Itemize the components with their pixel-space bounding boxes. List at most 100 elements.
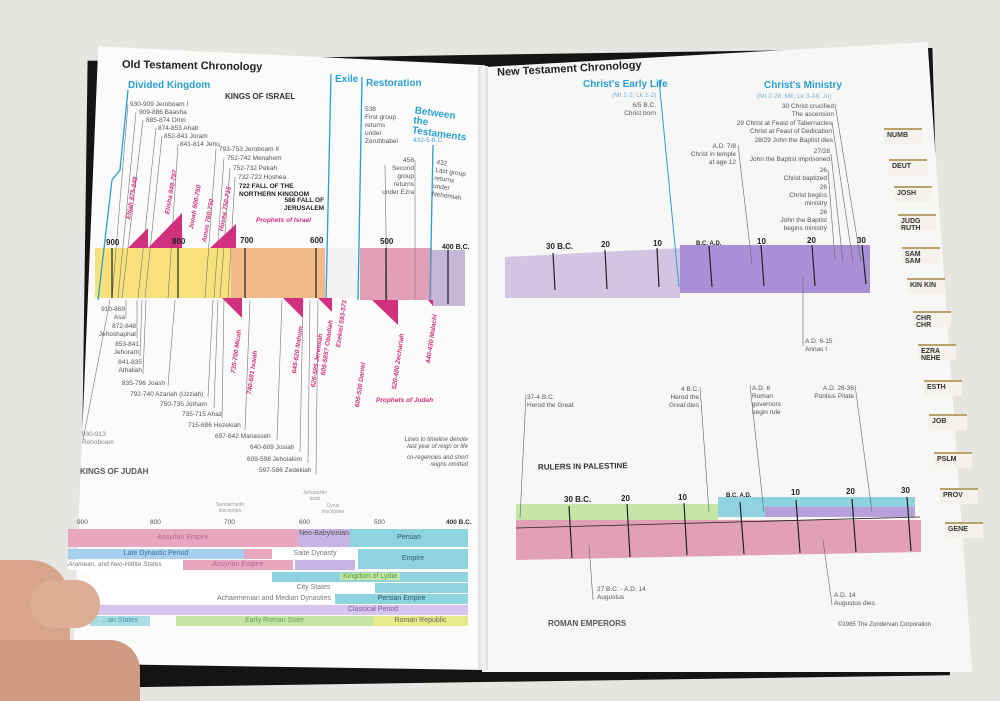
judah-king: 609-598 Jehoiakim — [247, 456, 302, 463]
era-heading-exile: Exile — [335, 74, 359, 85]
event-date: 4 B.C. — [680, 386, 699, 393]
note-line: Lines to timeline denote — [404, 437, 468, 443]
thumb-tab[interactable]: GENE — [945, 522, 983, 538]
fall-north-line: 722 FALL OF THE — [239, 183, 294, 190]
tick-label: 800 — [172, 237, 186, 246]
fall-of-jerusalem-label: 586 FALL OF JERUSALEM — [284, 197, 324, 213]
israel-king: 909-886 Baasha — [139, 109, 187, 116]
tick-label: 30 B.C. — [546, 242, 574, 251]
event-text: Roman — [752, 393, 773, 400]
thumb-tab[interactable]: CHR CHR — [913, 311, 951, 329]
thumb-tab[interactable]: KIN KIN — [907, 278, 945, 294]
between-testaments-dates: 432-5 B.C. — [413, 137, 445, 144]
row-persian: Persian — [350, 529, 468, 547]
tick-label: 800 — [150, 519, 161, 526]
event-text: Augustus dies — [834, 600, 875, 607]
era-heading-early-life: Christ's Early Life — [583, 79, 668, 90]
event-text: at age 12 — [708, 159, 736, 166]
event-text: 29 Christ at Feast of Tabernacles — [736, 120, 832, 127]
restoration-event: 538 First group returns under Zerubbabel — [365, 106, 398, 146]
event-text: Great dies — [669, 402, 699, 409]
event-date: 26 — [819, 209, 827, 216]
event-text: Pontius Pilate — [814, 393, 854, 400]
era-heading-divided-kingdom: Divided Kingdom — [128, 80, 211, 91]
kings-of-israel-heading: KINGS OF ISRAEL — [225, 92, 296, 101]
thumb-tab[interactable]: ESTH — [924, 380, 962, 396]
restoration-event: 458 Second group returns under Ezra — [380, 157, 414, 197]
reign-dates: 930-913 — [82, 431, 106, 438]
tick-label: 400 B.C. — [442, 244, 470, 251]
row-city-states: City States — [92, 583, 375, 593]
king-name: Asa — [113, 314, 125, 321]
judah-king: 750-735 Jotham — [160, 401, 207, 408]
row-kingdom-of-lydia: Kingdom of Lydia — [272, 572, 468, 582]
annotation: Cyrus inscription — [321, 503, 345, 515]
judah-king: 640-609 Josiah — [250, 444, 295, 451]
emperor-augustus: 27 B.C. - A.D. 14 Augustus — [597, 586, 646, 602]
tick-label: 500 — [380, 237, 394, 246]
event-text: Christ begins — [789, 192, 827, 199]
exile-band — [325, 248, 360, 298]
king-name: Jehoram — [113, 349, 139, 356]
judah-alone-band — [231, 248, 325, 298]
event-baptist-imprisoned: 27/28 John the Baptist imprisoned — [740, 148, 830, 164]
event-line: Second — [391, 165, 414, 172]
row-late-dynastic: Late Dynastic Period — [68, 549, 244, 559]
judah-king: 597-586 Zedekiah — [259, 467, 312, 474]
tick-label: 700 — [224, 519, 235, 526]
israel-king: 885-874 Omri — [146, 117, 186, 124]
row-roman-republic: Roman Republic — [373, 616, 468, 626]
event-crucified: 30 Christ crucified The ascension — [760, 103, 834, 119]
judah-king: 697-642 Manasseh — [215, 433, 271, 440]
tick-label: 600 — [310, 236, 324, 245]
israel-king: 852-841 Joram — [164, 133, 208, 140]
event-line: Zerubbabel — [365, 138, 398, 145]
fall-jerusalem-line: JERUSALEM — [284, 205, 325, 212]
event-date: 538 — [365, 106, 376, 113]
israel-king: 752-742 Menahem — [227, 155, 282, 162]
event-text: Christ baptized — [783, 175, 827, 182]
israel-king: 874-853 Ahab — [158, 125, 199, 132]
judah-king: 853-841 Jehoram — [100, 341, 139, 357]
event-text: begins ministry — [783, 225, 827, 232]
israel-king: 841-814 Jehu — [180, 141, 220, 148]
tick-label: B.C. A.D. — [726, 493, 752, 499]
judah-king: 910-869 Asa — [95, 306, 125, 322]
thumb-tab[interactable]: JUDG RUTH — [898, 214, 936, 232]
reign-dates: 841-835 — [118, 359, 142, 366]
israel-king: 732-722 Hoshea — [238, 174, 287, 181]
event-temple: A.D. 7/8 Christ in temple at age 12 — [680, 143, 736, 167]
thumb-tab[interactable]: PSLM — [934, 452, 972, 468]
thumb-tab[interactable]: NUMB — [884, 128, 922, 144]
event-date: 37-4 B.C. — [527, 394, 555, 401]
event-text: 30 Christ crucified — [781, 103, 834, 110]
prophets-of-israel-heading: Prophets of Israel — [256, 217, 311, 224]
event-line: First group — [365, 114, 397, 121]
event-text: Herod the — [670, 394, 699, 401]
event-text: Annas I — [805, 346, 828, 353]
tick-label: 900 — [106, 238, 120, 247]
emperor-augustus-dies: A.D. 14 Augustus dies — [834, 592, 875, 608]
tick-label: 20 — [621, 494, 630, 503]
israel-king: 930-909 Jeroboam I — [130, 101, 189, 108]
kings-of-judah-heading: KINGS OF JUDAH — [80, 467, 149, 476]
event-text: Christ at Feast of Dedication — [749, 128, 832, 135]
thumb-tab[interactable]: JOSH — [894, 186, 932, 202]
row-achaemenian: Achaemenian and Median Dynasties — [94, 594, 335, 604]
reign-dates: 910-869 — [101, 306, 125, 313]
thumb-tab[interactable]: DEUT — [889, 159, 927, 175]
pilate-band — [765, 507, 915, 517]
early-life-reference: (Mt 1-2; Lk 1-2) — [612, 92, 657, 99]
tick-label: 400 B.C. — [446, 519, 472, 526]
annotation: Jehoiachin texts — [303, 490, 327, 502]
thumb-tab[interactable]: EZRA NEHE — [918, 344, 956, 362]
thumb-tab[interactable]: PROV — [940, 488, 978, 504]
event-text: Christ in temple — [690, 151, 736, 158]
row-neo-babylonian: Neo-Babylonian — [298, 529, 350, 547]
row-aramean: Aramean, and Neo-Hittite States — [68, 560, 183, 570]
thumb-tab[interactable]: SAM SAM — [902, 247, 940, 265]
judah-king: 872-848 Jehoshaphat — [90, 323, 136, 339]
event-christ-born: 6/5 B.C. Christ born — [600, 102, 656, 118]
event-text: Christ born — [624, 110, 656, 117]
thumb-tab[interactable]: JOB — [929, 414, 967, 430]
